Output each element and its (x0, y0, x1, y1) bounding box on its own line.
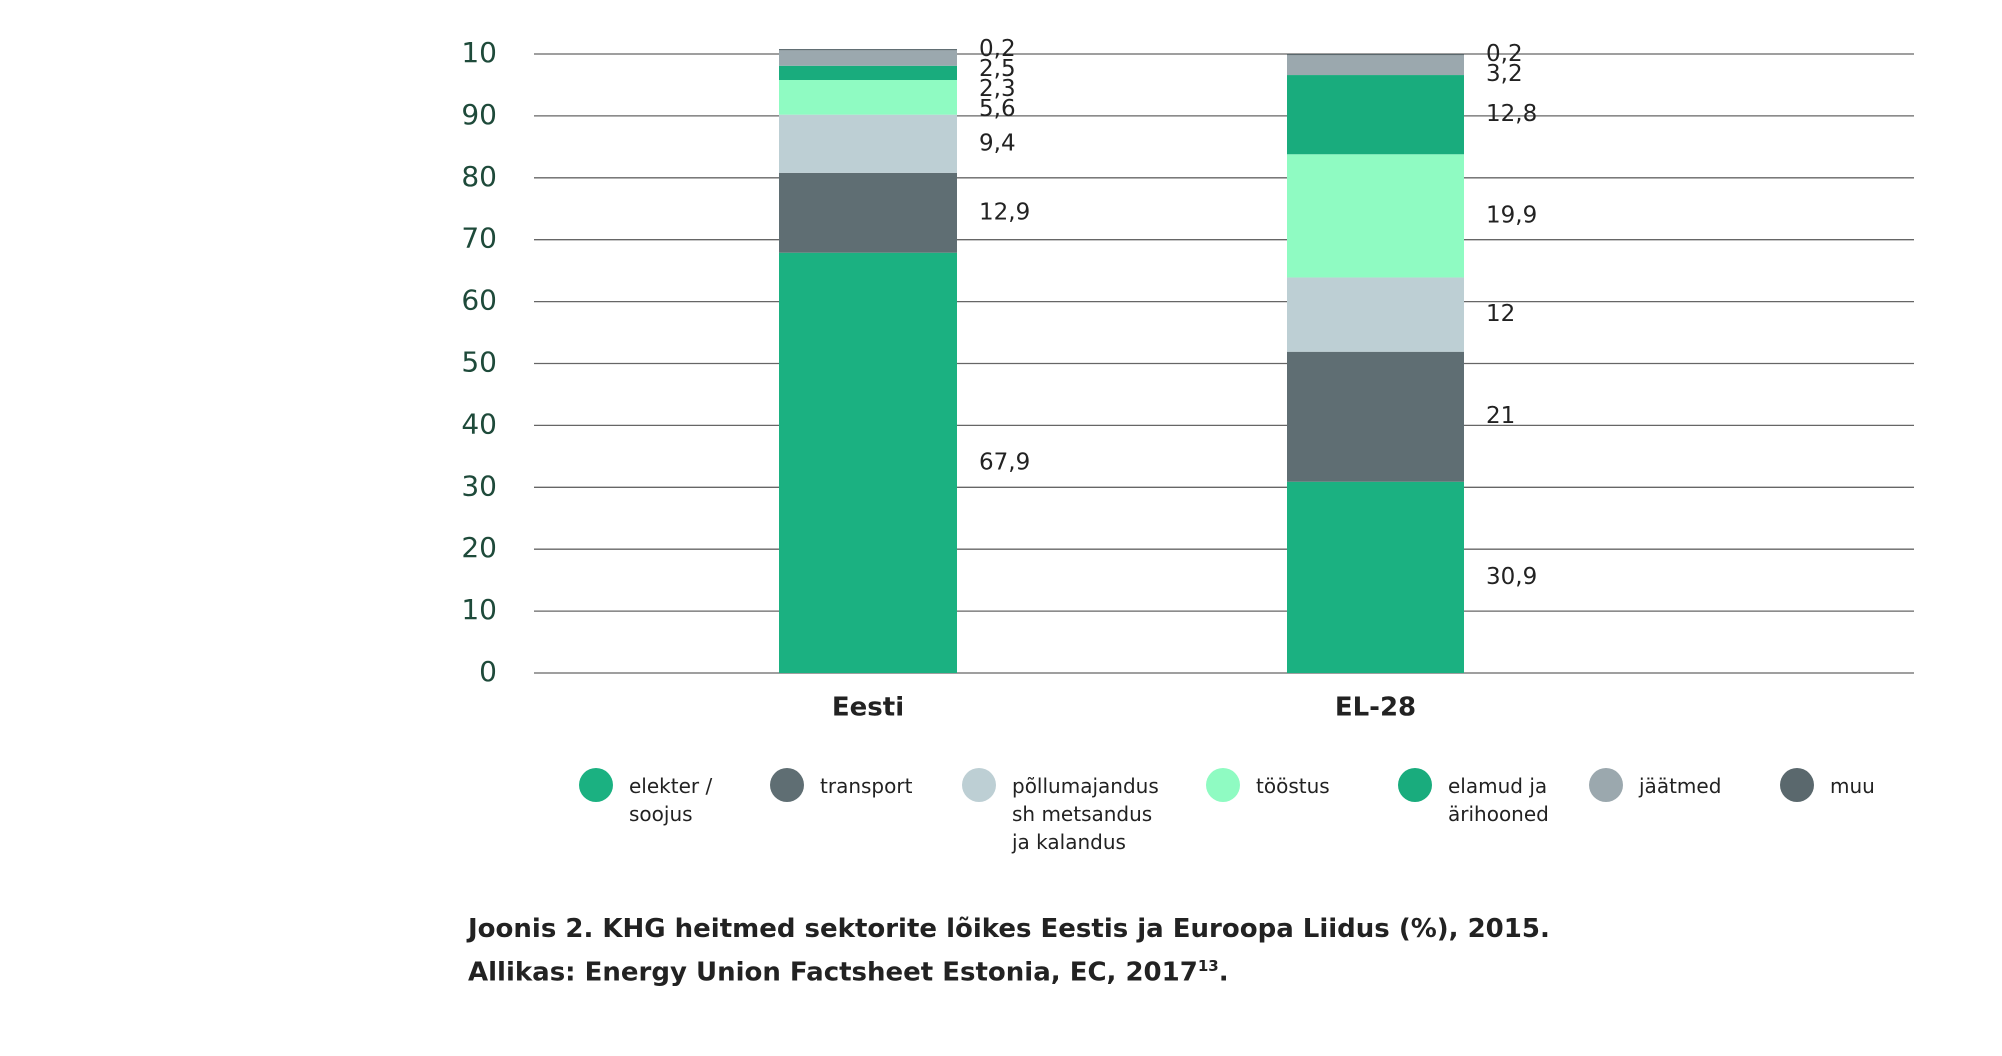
y-tick-label: 50 (461, 346, 497, 379)
value-label: 12,9 (979, 199, 1030, 225)
source-text: Allikas: Energy Union Factsheet Estonia,… (468, 957, 1198, 988)
value-label: 3,2 (1486, 61, 1523, 87)
bar-segment (1287, 55, 1464, 76)
caption: Joonis 2. KHG heitmed sektorite lõikes E… (468, 914, 1550, 944)
legend-label: tööstus (1256, 774, 1330, 798)
legend-item: elekter / soojus (579, 768, 744, 828)
y-tick-label: 80 (461, 160, 497, 193)
legend-item: muu (1780, 768, 1920, 802)
value-label: 2,5 (979, 56, 1016, 82)
y-tick-label: 40 (461, 407, 497, 440)
value-label: 12,8 (1486, 101, 1537, 127)
legend-item: jäätmed (1589, 768, 1749, 802)
y-tick-label: 10 (461, 593, 497, 626)
bar-segment (779, 50, 957, 66)
footnote: 13 (1197, 957, 1219, 975)
legend-marker (1206, 768, 1240, 802)
bar-segment (779, 65, 957, 80)
legend-marker (579, 768, 613, 802)
bar-segment (779, 49, 957, 51)
legend-item: tööstus (1206, 768, 1366, 802)
y-tick-label: 20 (461, 531, 497, 564)
y-tick-label: 30 (461, 469, 497, 502)
bar-segment (779, 114, 957, 173)
legend-item: transport (770, 768, 930, 802)
value-label: 5,6 (979, 96, 1016, 122)
value-label: 12 (1486, 301, 1515, 327)
value-label: 21 (1486, 403, 1515, 429)
legend-label: elamud ja ärihooned (1448, 774, 1549, 826)
legend-label: muu (1830, 774, 1875, 798)
legend-marker (770, 768, 804, 802)
bar-segment (1287, 481, 1464, 673)
value-label: 9,4 (979, 130, 1016, 156)
x-tick-label: Eesti (832, 693, 904, 723)
legend-label: transport (820, 774, 913, 798)
legend-label: jäätmed (1639, 774, 1722, 798)
legend-item: põllumajandus sh metsandus ja kalandus (962, 768, 1172, 856)
legend-marker (1780, 768, 1814, 802)
legend-marker (1589, 768, 1623, 802)
legend-label: elekter / soojus (629, 774, 713, 826)
value-label: 30,9 (1486, 564, 1537, 590)
legend-item: elamud ja ärihooned (1398, 768, 1563, 828)
bar-segment (779, 79, 957, 115)
bar-segment (1287, 54, 1464, 56)
y-tick-label: 0 (479, 655, 497, 688)
bar-segment (779, 172, 957, 253)
y-tick-label: 70 (461, 222, 497, 255)
value-label: 0,2 (1486, 41, 1523, 67)
bar-segment (1287, 351, 1464, 482)
bar-segment (779, 252, 957, 673)
legend-marker (962, 768, 996, 802)
x-tick-label: EL-28 (1335, 693, 1416, 723)
bar-segment (1287, 154, 1464, 278)
legend-marker (1398, 768, 1432, 802)
source-end: . (1218, 957, 1229, 988)
source: Allikas: Energy Union Factsheet Estonia,… (468, 957, 1229, 988)
y-tick-label: 60 (461, 284, 497, 317)
value-label: 2,3 (979, 76, 1016, 102)
bar-segment (1287, 75, 1464, 155)
bar-segment (1287, 277, 1464, 352)
y-tick-label: 90 (461, 98, 497, 131)
y-tick-label: 10 (461, 36, 497, 69)
value-label: 0,2 (979, 36, 1016, 62)
legend-label: põllumajandus sh metsandus ja kalandus (1012, 774, 1159, 854)
value-label: 19,9 (1486, 202, 1537, 228)
value-label: 67,9 (979, 449, 1030, 475)
